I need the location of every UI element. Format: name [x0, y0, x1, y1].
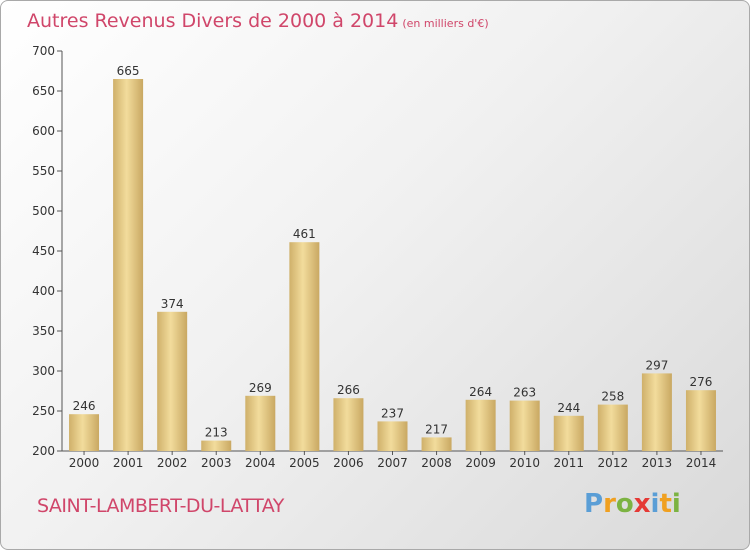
bar-value-label: 665	[117, 64, 140, 78]
y-tick-label: 250	[32, 404, 55, 418]
y-tick-label: 600	[32, 124, 55, 138]
logo-letter: r	[603, 489, 616, 519]
bar-value-label: 266	[337, 383, 360, 397]
chart-subtitle: (en milliers d'€)	[402, 17, 489, 30]
bar-value-label: 269	[249, 381, 272, 395]
bar-value-label: 276	[690, 375, 713, 389]
x-tick-label: 2009	[465, 456, 496, 470]
x-tick-label: 2006	[333, 456, 364, 470]
y-tick-label: 350	[32, 324, 55, 338]
x-tick-label: 2002	[157, 456, 188, 470]
x-tick-label: 2004	[245, 456, 276, 470]
bar-value-label: 244	[557, 401, 580, 415]
bar	[421, 437, 452, 451]
logo-letter: t	[659, 489, 672, 519]
x-tick-label: 2011	[553, 456, 584, 470]
x-tick-label: 2012	[598, 456, 629, 470]
bar	[157, 311, 188, 451]
y-tick-label: 400	[32, 284, 55, 298]
commune-name: SAINT-LAMBERT-DU-LATTAY	[37, 495, 284, 517]
bar-value-label: 246	[73, 399, 96, 413]
logo-letter: P	[584, 489, 604, 519]
bar	[465, 399, 496, 451]
bar-value-label: 213	[205, 426, 228, 440]
bar-value-label: 297	[645, 358, 668, 372]
bar	[509, 400, 540, 451]
x-tick-label: 2000	[69, 456, 100, 470]
x-tick-label: 2010	[509, 456, 540, 470]
x-tick-label: 2013	[642, 456, 673, 470]
bar	[333, 398, 364, 451]
chart-title-text: Autres Revenus Divers de 2000 à 2014	[27, 10, 399, 32]
chart-title: Autres Revenus Divers de 2000 à 2014 (en …	[27, 10, 489, 32]
bar	[553, 415, 584, 451]
bar-value-label: 264	[469, 385, 492, 399]
y-tick-label: 200	[32, 444, 55, 458]
bar-value-label: 217	[425, 422, 448, 436]
bar	[245, 395, 276, 451]
logo-letter: x	[633, 489, 651, 519]
logo-letter: i	[671, 489, 681, 519]
logo-letter: i	[650, 489, 660, 519]
x-tick-label: 2014	[686, 456, 717, 470]
logo-letter: o	[615, 489, 634, 519]
y-tick-label: 300	[32, 364, 55, 378]
bar-value-label: 258	[601, 390, 624, 404]
x-tick-label: 2008	[421, 456, 452, 470]
bar-value-label: 237	[381, 406, 404, 420]
y-tick-label: 650	[32, 84, 55, 98]
x-tick-label: 2007	[377, 456, 408, 470]
proxiti-logo: Proxiti	[584, 489, 681, 519]
bar	[289, 242, 320, 451]
x-tick-label: 2001	[113, 456, 144, 470]
x-tick-label: 2005	[289, 456, 320, 470]
y-tick-label: 500	[32, 204, 55, 218]
bar	[201, 440, 232, 451]
x-tick-label: 2003	[201, 456, 232, 470]
bar	[377, 421, 408, 451]
y-tick-label: 700	[32, 44, 55, 58]
bar	[597, 404, 628, 451]
bar	[113, 79, 144, 451]
y-tick-label: 450	[32, 244, 55, 258]
bar-value-label: 461	[293, 227, 316, 241]
bar-value-label: 374	[161, 297, 184, 311]
bar-value-label: 263	[513, 386, 536, 400]
bar	[685, 390, 716, 451]
bar	[641, 373, 672, 451]
y-tick-label: 550	[32, 164, 55, 178]
bar	[69, 414, 100, 451]
